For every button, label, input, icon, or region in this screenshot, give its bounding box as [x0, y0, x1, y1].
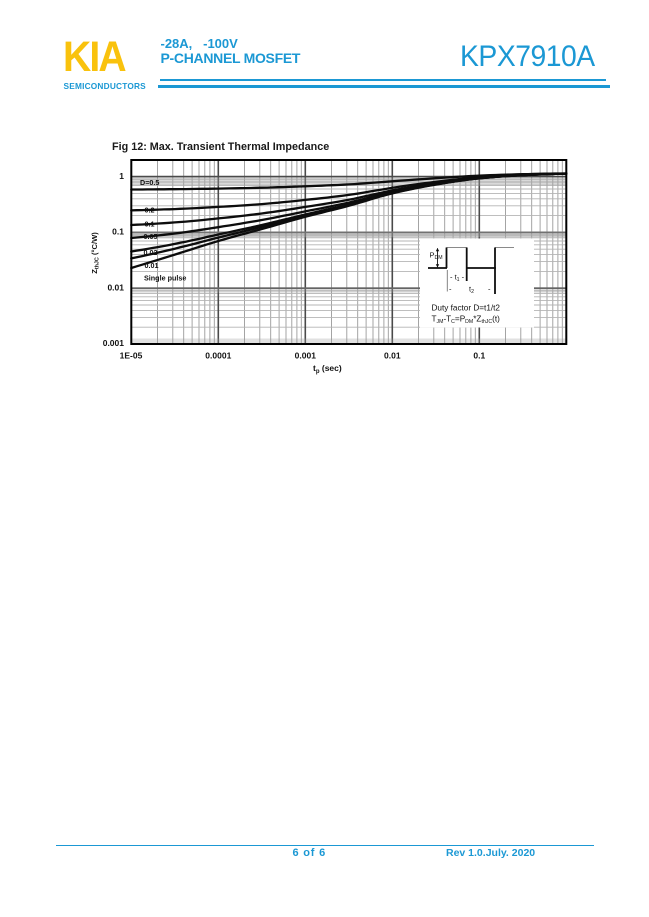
svg-text:Duty factor D=t1/t2: Duty factor D=t1/t2 — [432, 304, 501, 313]
svg-text:1E-05: 1E-05 — [120, 351, 143, 361]
svg-text:-: - — [449, 285, 452, 294]
svg-text:0.1: 0.1 — [145, 219, 155, 228]
svg-text:0.01: 0.01 — [145, 261, 159, 270]
svg-text:0.02: 0.02 — [144, 248, 158, 257]
svg-text:1: 1 — [119, 171, 124, 181]
svg-text:0.001: 0.001 — [103, 338, 125, 348]
svg-text:0.2: 0.2 — [145, 205, 155, 214]
svg-text:PDM: PDM — [430, 251, 443, 262]
svg-text:ZthJC (°C/W): ZthJC (°C/W) — [90, 232, 101, 274]
svg-text:tp (sec): tp (sec) — [313, 363, 342, 375]
svg-text:0.1: 0.1 — [112, 227, 124, 237]
svg-text:0.05: 0.05 — [144, 232, 158, 241]
svg-text:0.0001: 0.0001 — [205, 351, 231, 361]
svg-text:Single pulse: Single pulse — [144, 274, 186, 283]
svg-text:0.01: 0.01 — [107, 282, 124, 292]
svg-text:-: - — [488, 285, 491, 294]
svg-text:TJM-TC=PDM*ZthJC(t): TJM-TC=PDM*ZthJC(t) — [432, 315, 501, 326]
svg-text:- t1 -: - t1 - — [450, 273, 465, 284]
svg-text:D=0.5: D=0.5 — [140, 178, 159, 187]
svg-text:t2: t2 — [469, 285, 474, 296]
svg-text:0.001: 0.001 — [295, 351, 317, 361]
svg-text:0.1: 0.1 — [473, 351, 485, 361]
svg-text:0.01: 0.01 — [384, 351, 401, 361]
